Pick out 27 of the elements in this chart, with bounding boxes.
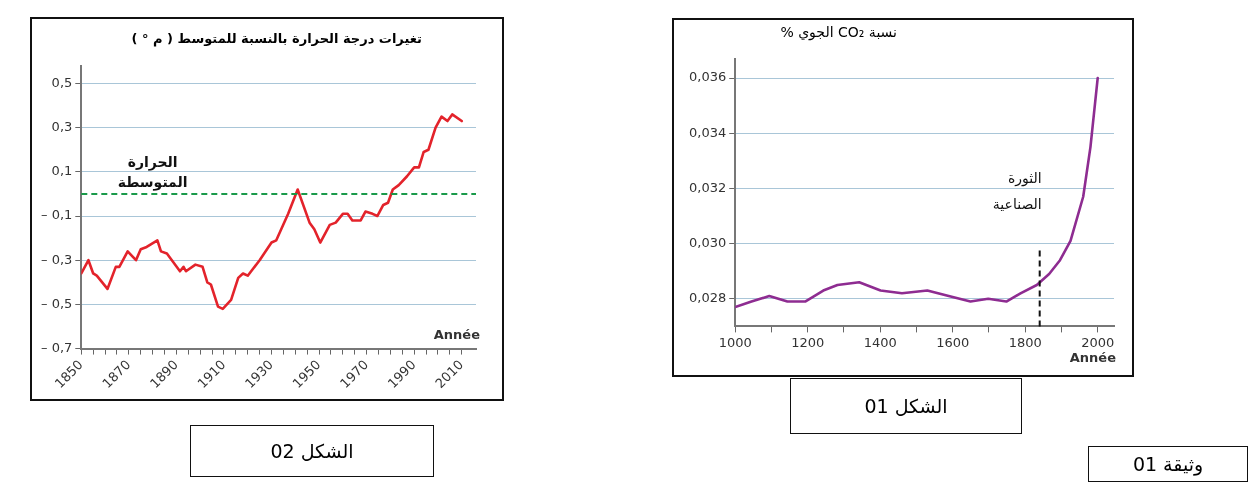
x-tick-label: 1000 xyxy=(718,334,752,350)
x-tick-label: 1600 xyxy=(936,334,970,350)
y-tick-label: 0,028 xyxy=(689,290,727,306)
x-tick-label: 2000 xyxy=(1081,334,1115,350)
x-tick-label: 1800 xyxy=(1008,334,1042,350)
y-tick-label: – 0,3 xyxy=(40,251,73,267)
y-tick-label: – 0,1 xyxy=(40,207,73,223)
y-axis-title: تغيرات درجة الحرارة بالنسبة للمتوسط ( م ° ) xyxy=(131,31,422,46)
text: وثيقة 01 xyxy=(1088,446,1248,482)
x-tick-label: 1200 xyxy=(791,334,825,350)
ref-line-label: الثورة الصناعية xyxy=(992,169,1042,212)
y-tick-label: 0,3 xyxy=(51,119,73,135)
text: الشكل 02 xyxy=(190,425,434,477)
ref-line-label: الحرارة المتوسطة xyxy=(117,154,188,192)
y-axis-title: نسبة CO₂ الجوي % xyxy=(780,24,897,40)
y-tick-label: 0,1 xyxy=(51,163,73,179)
y-tick-label: 0,032 xyxy=(689,179,727,195)
y-tick-label: 0,5 xyxy=(51,74,73,90)
y-tick-label: 0,036 xyxy=(689,69,727,85)
y-tick-label: – 0,7 xyxy=(40,339,73,355)
text: الشكل 01 xyxy=(790,378,1022,434)
x-axis-title: Année xyxy=(1069,350,1117,366)
y-tick-label: 0,034 xyxy=(689,124,727,140)
x-axis-title: Année xyxy=(433,326,481,342)
x-tick-label: 1400 xyxy=(863,334,897,350)
y-tick-label: – 0,5 xyxy=(40,295,73,311)
y-tick-label: 0,030 xyxy=(689,235,727,251)
